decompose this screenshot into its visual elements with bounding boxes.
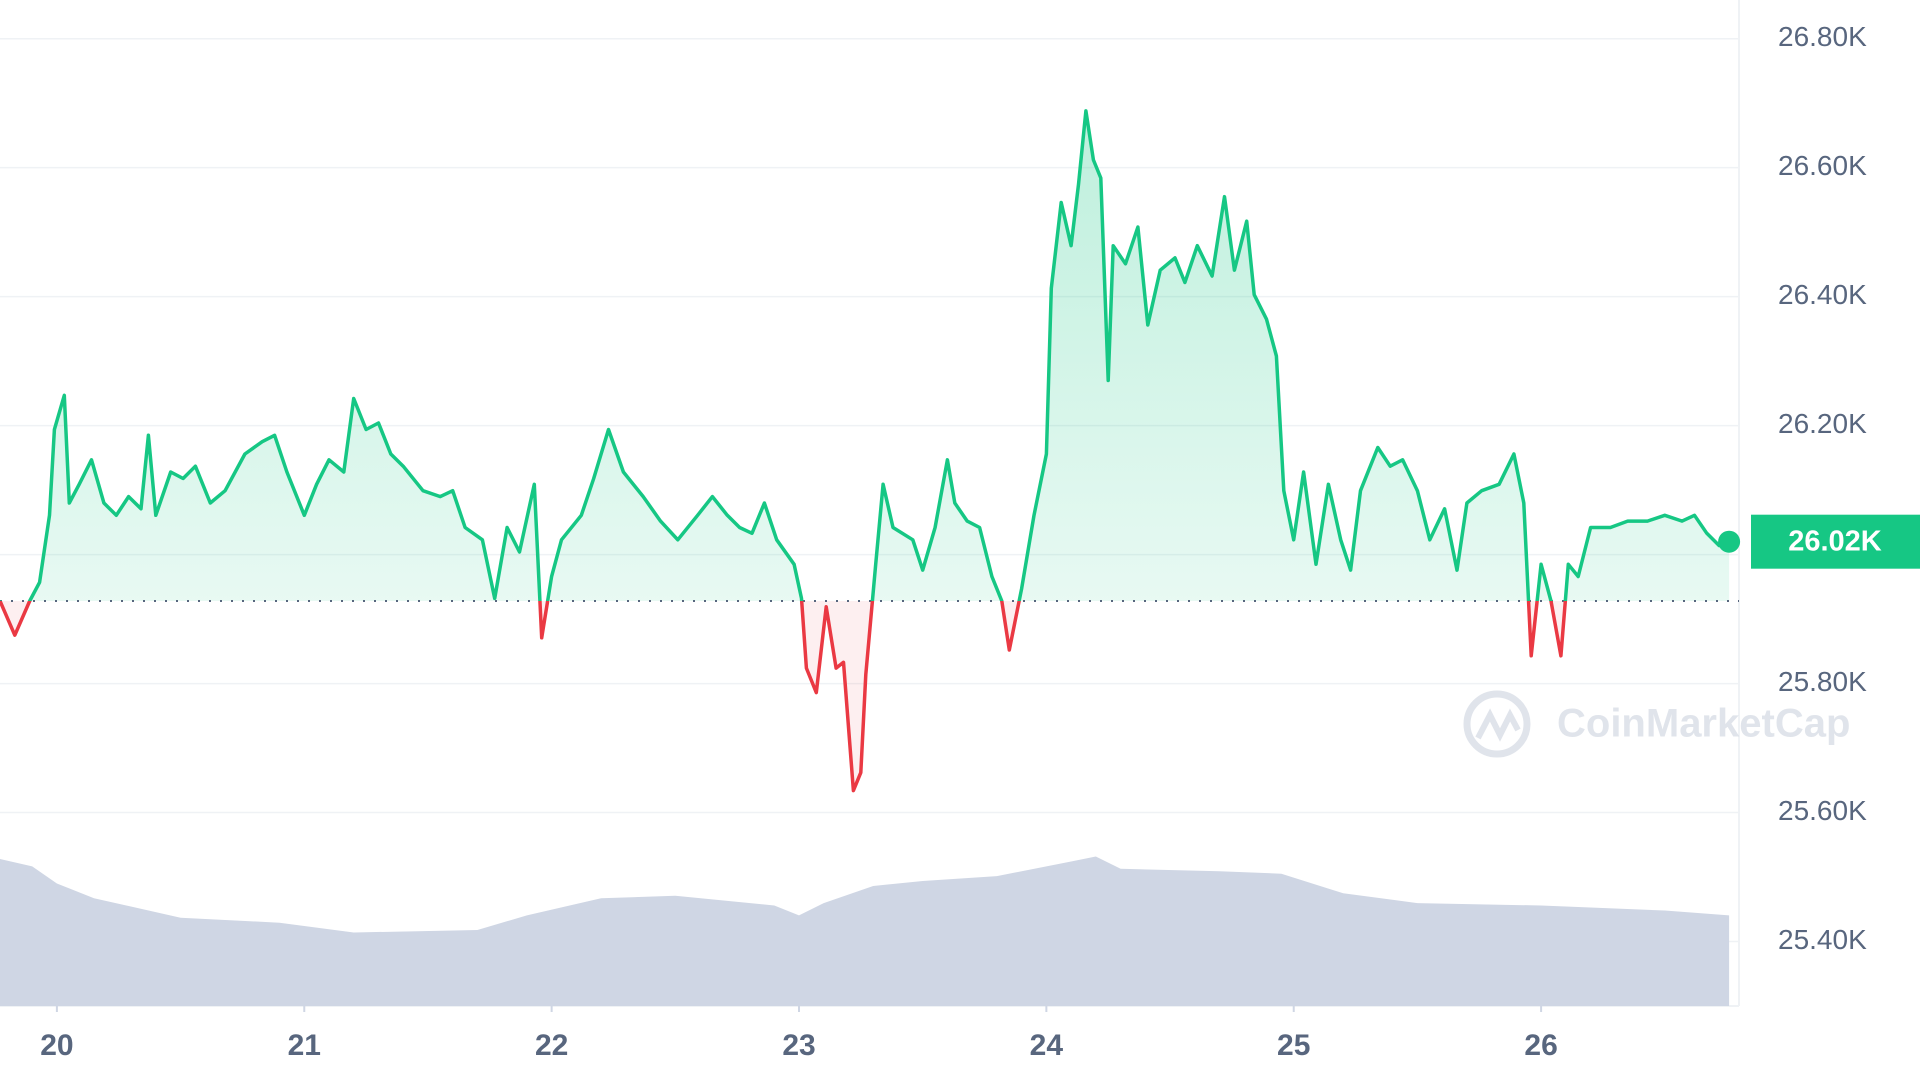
y-tick-label: 25.60K [1778,795,1867,826]
y-tick-label: 26.40K [1778,279,1867,310]
x-tick-label: 25 [1277,1029,1310,1062]
y-tick-label: 26.80K [1778,21,1867,52]
volume-area [0,856,1730,1006]
y-tick-label: 25.40K [1778,924,1867,955]
x-tick-label: 23 [782,1029,815,1062]
y-tick-label: 25.80K [1778,666,1867,697]
watermark-text: CoinMarketCap [1557,702,1850,746]
x-tick-label: 24 [1030,1029,1064,1062]
last-point [1718,530,1741,553]
price-line [0,109,1730,793]
price-area-up [0,110,1730,602]
x-tick-label: 26 [1524,1029,1557,1062]
last-price-box [1751,514,1920,569]
plot-layer [0,0,1740,1012]
y-tick-label: 26.60K [1778,150,1867,181]
x-tick-label: 22 [535,1029,568,1062]
last-price-label: 26.02K [1788,525,1882,557]
watermark: CoinMarketCap [1463,690,1850,758]
x-tick-label: 21 [288,1029,321,1062]
watermark-logo-mark [1475,708,1521,742]
watermark-logo [1463,690,1531,758]
y-tick-label: 26.20K [1778,408,1867,439]
x-tick-label: 20 [40,1029,73,1062]
